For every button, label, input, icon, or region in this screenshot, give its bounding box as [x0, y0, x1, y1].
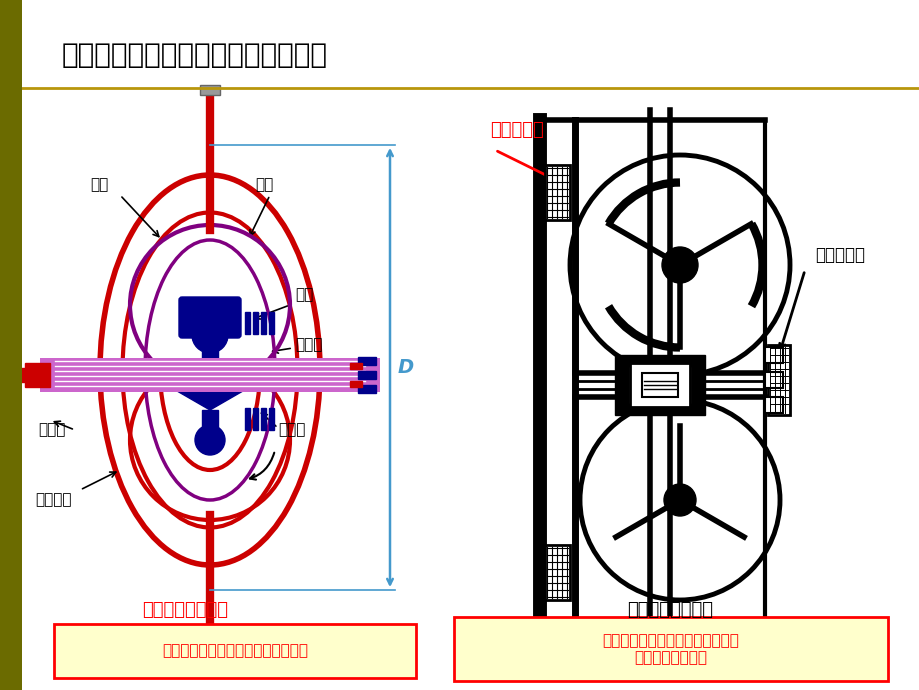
Bar: [630, 367, 689, 403]
Bar: [268, 408, 274, 430]
Bar: [765, 397, 782, 413]
Text: 二、液力变矩器基本结构和工作原理: 二、液力变矩器基本结构和工作原理: [62, 41, 328, 69]
Text: 变矩器壳: 变矩器壳: [35, 493, 72, 508]
Bar: [244, 312, 250, 334]
Bar: [202, 410, 218, 442]
Bar: [261, 408, 266, 430]
FancyBboxPatch shape: [54, 624, 415, 678]
Text: 闭锁离合器: 闭锁离合器: [490, 121, 543, 139]
Bar: [253, 408, 257, 430]
Text: D: D: [398, 358, 414, 377]
Bar: [357, 357, 376, 365]
Circle shape: [662, 247, 698, 283]
Bar: [641, 373, 677, 397]
Bar: [199, 650, 220, 660]
Circle shape: [664, 484, 696, 516]
Bar: [0, 0, 22, 690]
Bar: [25, 363, 50, 387]
Text: 单向联轴器: 单向联轴器: [814, 246, 864, 264]
Bar: [349, 381, 361, 387]
FancyBboxPatch shape: [453, 617, 887, 681]
Bar: [544, 165, 570, 220]
Text: 综合式液力变矩器: 综合式液力变矩器: [627, 601, 712, 619]
Bar: [765, 347, 782, 363]
Bar: [199, 85, 220, 95]
Bar: [614, 355, 704, 415]
Bar: [18, 368, 28, 382]
Bar: [40, 358, 380, 392]
Bar: [349, 363, 361, 369]
Text: （三元件向心涡轮单相液力变矩器）: （三元件向心涡轮单相液力变矩器）: [162, 644, 308, 658]
Text: 输入轴: 输入轴: [38, 422, 65, 437]
Bar: [244, 408, 250, 430]
Text: 输出轴: 输出轴: [278, 422, 305, 437]
Circle shape: [192, 317, 228, 353]
Bar: [253, 312, 257, 334]
Bar: [630, 363, 689, 407]
Bar: [261, 312, 266, 334]
Wedge shape: [171, 365, 249, 410]
Text: 导轮轴: 导轮轴: [295, 337, 322, 353]
Bar: [767, 345, 789, 415]
Text: 导轮: 导轮: [295, 288, 312, 302]
Bar: [357, 371, 376, 379]
FancyBboxPatch shape: [179, 297, 241, 338]
Bar: [357, 385, 376, 393]
Bar: [268, 312, 274, 334]
Bar: [544, 545, 570, 600]
Text: （带闭锁离合器的三元件向心涡轮
两相液力变矩器）: （带闭锁离合器的三元件向心涡轮 两相液力变矩器）: [602, 633, 739, 665]
Circle shape: [195, 425, 225, 455]
Bar: [202, 335, 218, 365]
Bar: [765, 372, 782, 388]
Text: 涡轮: 涡轮: [90, 177, 108, 193]
Text: 泵轮: 泵轮: [255, 177, 273, 193]
Text: 普通式液力变矩器: 普通式液力变矩器: [142, 601, 228, 619]
